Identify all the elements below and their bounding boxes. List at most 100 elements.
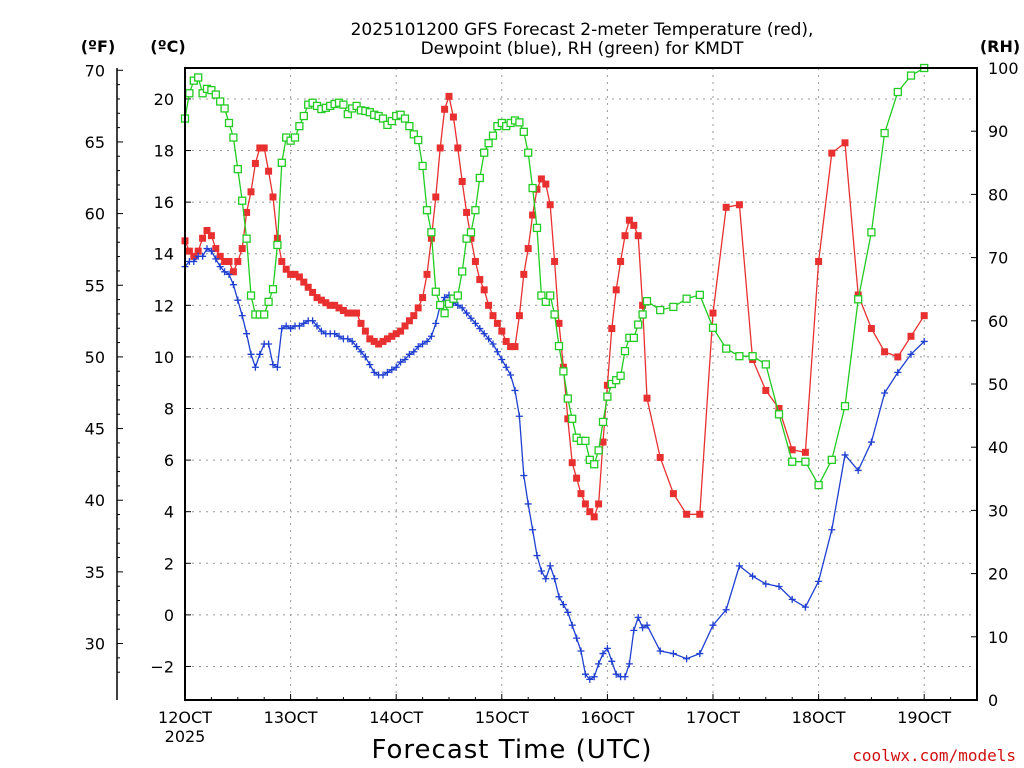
time-tick-label: 13OCT [264, 708, 318, 727]
data-point-temperature [502, 337, 510, 345]
data-point-temperature [603, 381, 611, 389]
data-point-temperature [788, 446, 796, 454]
data-point-rh [290, 133, 300, 142]
data-point-dewpoint [854, 466, 862, 474]
data-point-temperature [595, 500, 603, 508]
data-point-dewpoint [405, 350, 413, 358]
data-point-temperature [801, 448, 809, 456]
data-point-temperature [612, 286, 620, 294]
data-point-rh [568, 414, 577, 423]
data-point-rh [480, 148, 489, 157]
data-point-dewpoint [537, 567, 545, 575]
data-point-rh [198, 89, 207, 98]
data-point-rh [537, 291, 546, 300]
data-point-rh [475, 173, 484, 183]
data-point-rh [185, 89, 194, 98]
data-point-temperature [379, 337, 387, 345]
celsius-tick-label: −2 [150, 657, 174, 676]
data-point-dewpoint [203, 245, 211, 253]
data-point-rh [541, 297, 550, 306]
celsius-axis: −2 0 2 4 6 8 10 12 14 16 18 20 [150, 90, 191, 676]
data-point-temperature [229, 268, 237, 276]
data-point-temperature [524, 245, 532, 253]
data-point-rh [440, 309, 449, 318]
data-point-temperature [207, 232, 215, 240]
time-tick-year: 2025 [165, 727, 206, 746]
data-point-rh [594, 446, 603, 455]
data-point-temperature [630, 221, 638, 229]
data-point-rh [462, 234, 471, 243]
data-point-dewpoint [295, 322, 303, 330]
data-point-temperature [243, 208, 251, 216]
data-point-dewpoint [467, 314, 475, 322]
data-point-temperature [361, 327, 369, 335]
series-line [184, 93, 925, 519]
data-point-dewpoint [709, 621, 717, 629]
data-point-dewpoint [533, 552, 541, 560]
data-point-rh [788, 457, 797, 466]
data-point-rh [260, 310, 269, 319]
data-point-temperature [344, 309, 352, 317]
data-point-temperature [581, 500, 589, 508]
data-point-temperature [397, 327, 405, 335]
data-point-dewpoint [551, 575, 559, 583]
data-point-temperature [542, 180, 550, 188]
data-point-temperature [383, 335, 391, 343]
data-point-rh [466, 228, 476, 237]
data-point-rh [854, 295, 863, 304]
data-point-temperature [436, 144, 444, 152]
data-point-rh [295, 121, 304, 131]
data-point-temperature [401, 322, 409, 330]
data-point-dewpoint [493, 348, 501, 356]
data-point-dewpoint [612, 670, 620, 678]
data-point-dewpoint [388, 366, 396, 374]
celsius-tick-label: 6 [164, 451, 174, 470]
data-point-dewpoint [397, 358, 405, 366]
data-point-rh [418, 161, 427, 171]
data-point-dewpoint [581, 670, 589, 678]
data-point-temperature [441, 105, 449, 113]
data-point-temperature [696, 510, 704, 518]
fahrenheit-tick-label: 55 [85, 276, 105, 295]
data-point-temperature [256, 144, 264, 152]
data-point-dewpoint [907, 350, 915, 358]
data-point-rh [634, 320, 643, 329]
fahrenheit-tick-label: 60 [85, 205, 105, 224]
data-point-dewpoint [621, 673, 629, 681]
data-point-rh [735, 352, 744, 361]
data-point-temperature [410, 312, 418, 320]
data-point-dewpoint [762, 580, 770, 588]
data-point-dewpoint [441, 294, 449, 302]
data-point-rh [207, 85, 216, 95]
data-point-dewpoint [603, 644, 611, 652]
data-point-temperature [881, 348, 889, 356]
data-point-rh [546, 291, 555, 300]
celsius-tick-label: 18 [154, 142, 174, 161]
rh-tick-label: 50 [988, 375, 1008, 394]
data-point-temperature [335, 304, 343, 312]
data-point-rh [471, 206, 480, 215]
data-point-dewpoint [379, 371, 387, 379]
data-point-temperature [265, 167, 273, 175]
data-point-temperature [894, 353, 902, 361]
data-point-dewpoint [498, 355, 506, 363]
data-point-temperature [313, 294, 321, 302]
data-point-temperature [423, 270, 431, 278]
data-point-dewpoint [265, 340, 273, 348]
data-point-temperature [568, 459, 576, 467]
rh-tick-label: 90 [988, 122, 1008, 141]
data-point-rh [669, 302, 678, 312]
data-point-temperature [185, 247, 193, 255]
data-point-rh [585, 455, 594, 464]
data-point-rh [642, 297, 652, 306]
data-point-rh [484, 139, 493, 148]
data-point-temperature [590, 513, 598, 521]
data-point-rh [598, 417, 608, 427]
data-point-rh [405, 121, 414, 131]
data-point-rh [581, 436, 590, 446]
data-point-temperature [625, 216, 633, 224]
data-point-dewpoint [894, 368, 902, 376]
data-point-dewpoint [278, 325, 286, 333]
data-point-rh [409, 130, 418, 139]
data-point-dewpoint [867, 438, 875, 446]
